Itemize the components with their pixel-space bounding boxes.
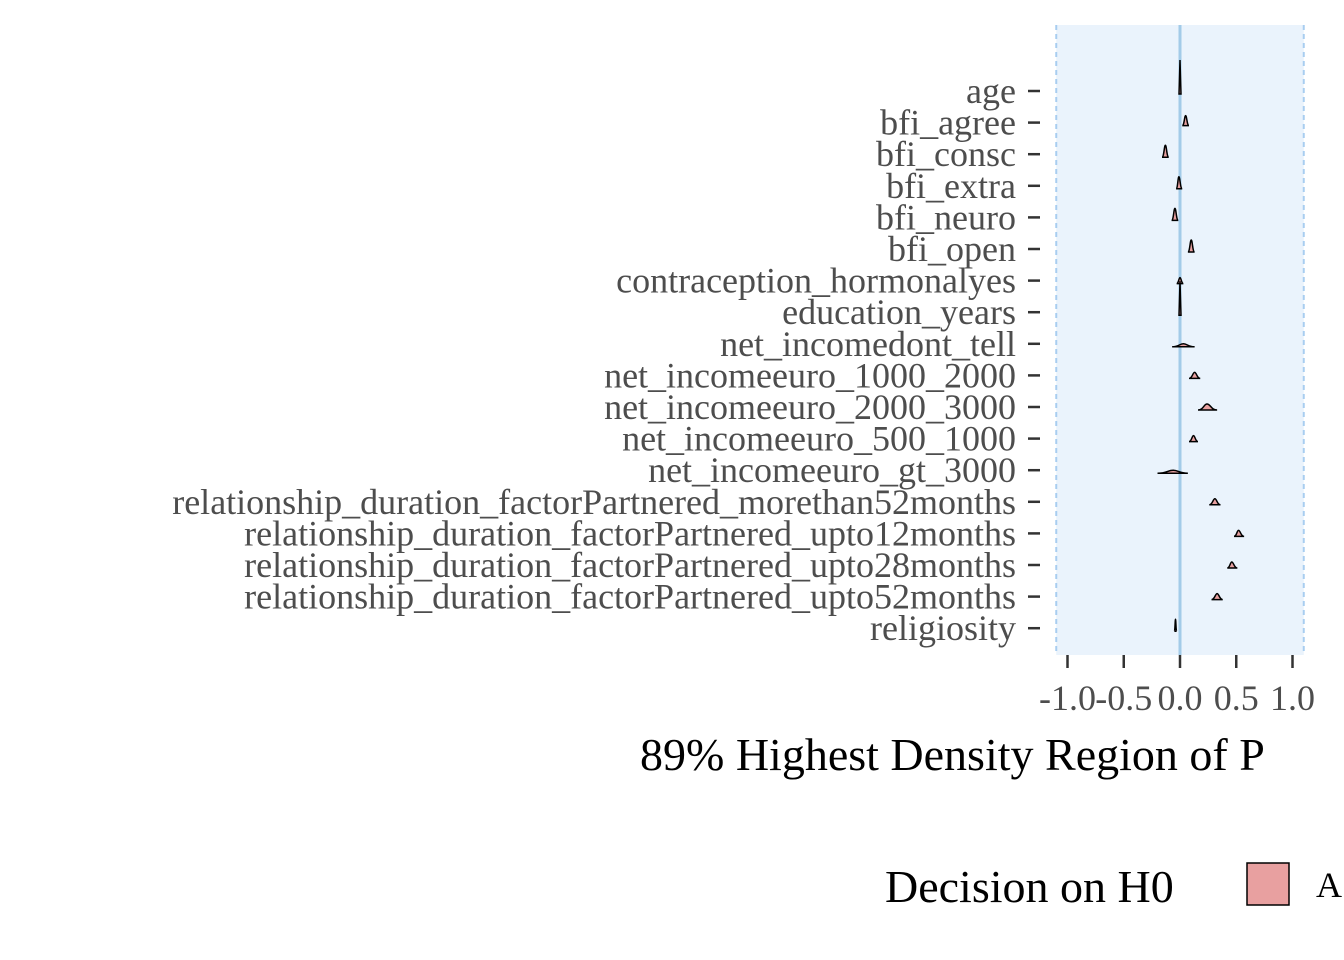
density-relationship-duration-factorpartnered-morethan52months (1209, 498, 1221, 506)
y-tick-label-bfi-open: bfi_open (888, 229, 1016, 269)
density-relationship-duration-factorpartnered-upto28months (1227, 561, 1238, 569)
density-net-incomeeuro-500-1000 (1188, 434, 1199, 443)
density-bfi-open (1187, 239, 1196, 253)
y-tick-label-relationship-duration-factorpartnered-morethan52months: relationship_duration_factorPartnered_mo… (172, 482, 1016, 522)
density-age (1178, 59, 1182, 95)
legend-title: Decision on H0 (885, 861, 1174, 912)
y-tick-label-bfi-extra: bfi_extra (886, 166, 1016, 206)
y-tick-label-net-incomedont-tell: net_incomedont_tell (720, 324, 1016, 364)
y-tick-label-relationship-duration-factorpartnered-upto28months: relationship_duration_factorPartnered_up… (244, 545, 1016, 585)
density-net-incomeeuro-2000-3000 (1197, 403, 1218, 411)
y-tick-label-bfi-neuro: bfi_neuro (876, 197, 1016, 237)
y-tick-label-net-incomeeuro-1000-2000: net_incomeeuro_1000_2000 (604, 355, 1016, 395)
y-tick-label-religiosity: religiosity (870, 608, 1016, 648)
density-bfi-extra (1175, 176, 1183, 190)
x-tick-label-0-0: 0.0 (1158, 678, 1203, 718)
density-net-incomeeuro-gt-3000 (1157, 469, 1188, 474)
density-contraception-hormonalyes (1176, 276, 1184, 285)
y-tick-label-education-years: education_years (782, 292, 1016, 332)
y-tick-label-net-incomeeuro-500-1000: net_incomeeuro_500_1000 (622, 419, 1016, 459)
x-tick-label-0-5: -0.5 (1095, 678, 1152, 718)
legend-key-accepted (1246, 862, 1290, 906)
density-net-incomeeuro-1000-2000 (1188, 371, 1201, 380)
y-tick-label-age: age (966, 71, 1016, 111)
y-tick-label-relationship-duration-factorpartnered-upto12months: relationship_duration_factorPartnered_up… (244, 513, 1016, 553)
density-relationship-duration-factorpartnered-upto12months (1233, 529, 1245, 538)
y-tick-label-bfi-agree: bfi_agree (880, 103, 1016, 143)
x-axis-title: 89% Highest Density Region of P (640, 729, 1265, 780)
density-religiosity (1173, 618, 1178, 632)
y-tick-label-net-incomeeuro-2000-3000: net_incomeeuro_2000_3000 (604, 387, 1016, 427)
x-tick-label-0-5: 0.5 (1214, 678, 1259, 718)
density-net-incomedont-tell (1172, 343, 1195, 348)
y-tick-label-net-incomeeuro-gt-3000: net_incomeeuro_gt_3000 (648, 450, 1016, 490)
plot-panel (1055, 25, 1305, 655)
y-tick-label-bfi-consc: bfi_consc (876, 134, 1016, 174)
density-bfi-agree (1181, 114, 1190, 127)
density-relationship-duration-factorpartnered-upto52months (1211, 592, 1223, 601)
density-bfi-neuro (1170, 207, 1180, 222)
y-axis: agebfi_agreebfi_conscbfi_extrabfi_neurob… (172, 71, 1040, 648)
legend-label-accepted: A (1316, 865, 1342, 905)
x-axis: -1.0 -0.5 0.0 0.5 1.0 (1039, 655, 1315, 718)
density-bfi-consc (1161, 144, 1170, 158)
density-education-years (1178, 281, 1182, 316)
x-tick-label-1-0: 1.0 (1270, 678, 1315, 718)
x-tick-label-1-0: -1.0 (1039, 678, 1096, 718)
y-tick-label-relationship-duration-factorpartnered-upto52months: relationship_duration_factorPartnered_up… (244, 577, 1016, 617)
legend: Decision on H0 A (885, 861, 1342, 912)
y-tick-label-contraception-hormonalyes: contraception_hormonalyes (616, 261, 1016, 301)
